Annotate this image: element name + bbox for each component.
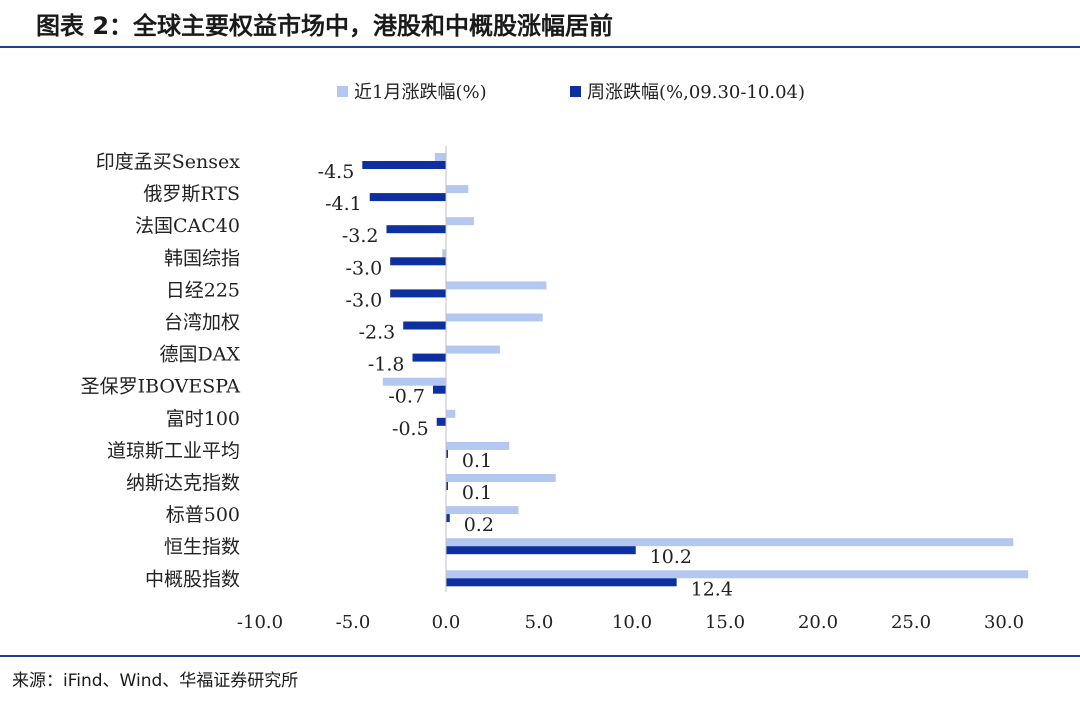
bar-weekly-2 <box>386 225 446 234</box>
category-label-3: 韩国综指 <box>164 247 240 269</box>
bar-monthly-12 <box>446 538 1014 547</box>
x-tick-6: 20.0 <box>798 612 838 633</box>
category-label-4: 日经225 <box>166 279 240 301</box>
bar-weekly-10 <box>446 482 448 490</box>
x-tick-1: -5.0 <box>336 612 371 633</box>
bar-weekly-0 <box>362 161 446 169</box>
x-tick-3: 5.0 <box>525 612 554 633</box>
data-label-3: -3.0 <box>346 257 383 279</box>
category-label-12: 恒生指数 <box>164 536 240 558</box>
category-label-6: 德国DAX <box>160 344 241 366</box>
bar-monthly-0 <box>434 153 446 161</box>
data-label-9: 0.1 <box>462 450 492 472</box>
page-title: 图表 2：全球主要权益市场中，港股和中概股涨幅居前 <box>36 12 614 40</box>
data-label-7: -0.7 <box>388 386 425 408</box>
source-divider <box>0 655 1080 657</box>
legend-swatch-weekly <box>570 86 581 97</box>
legend-swatch-monthly <box>337 86 348 97</box>
category-label-7: 圣保罗IBOVESPA <box>81 376 241 398</box>
x-tick-0: -10.0 <box>237 612 283 633</box>
bar-monthly-3 <box>442 249 446 258</box>
category-label-8: 富时100 <box>166 408 240 430</box>
data-label-2: -3.2 <box>342 225 379 247</box>
bar-monthly-6 <box>446 345 500 354</box>
bar-weekly-4 <box>390 289 446 298</box>
series-monthly <box>382 153 1029 579</box>
data-label-13: 12.4 <box>691 578 733 600</box>
bar-weekly-7 <box>432 385 446 394</box>
bar-monthly-8 <box>446 409 456 418</box>
data-label-5: -2.3 <box>359 322 396 344</box>
bar-weekly-9 <box>446 449 448 458</box>
bar-monthly-9 <box>446 441 510 450</box>
bar-weekly-12 <box>446 546 636 555</box>
category-label-9: 道琼斯工业平均 <box>107 440 240 462</box>
bar-weekly-6 <box>412 353 446 362</box>
bar-chart: 近1月涨跌幅(%) 周涨跌幅(%,09.30-10.04) 印度孟买Sensex 俄… <box>81 82 1029 633</box>
x-tick-4: 10.0 <box>612 612 652 633</box>
category-label-11: 标普500 <box>166 504 240 526</box>
bar-monthly-5 <box>446 313 543 322</box>
bar-weekly-11 <box>446 514 450 523</box>
category-label-13: 中概股指数 <box>145 568 240 590</box>
data-label-4: -3.0 <box>346 289 383 311</box>
bar-monthly-4 <box>446 281 547 290</box>
title-divider <box>0 46 1080 48</box>
data-label-11: 0.2 <box>464 514 494 536</box>
bar-monthly-11 <box>446 506 519 515</box>
category-label-1: 俄罗斯RTS <box>143 183 240 205</box>
x-tick-2: 0.0 <box>432 612 461 633</box>
data-label-12: 10.2 <box>650 546 692 568</box>
bar-monthly-13 <box>446 570 1029 579</box>
category-label-5: 台湾加权 <box>164 312 240 334</box>
source-note: 来源：iFind、Wind、华福证券研究所 <box>12 671 299 691</box>
data-labels: -4.5 -4.1 -3.2 -3.0 -3.0 -2.3 -1.8 -0.7 -0.5 0.1 0… <box>318 161 733 600</box>
x-tick-7: 25.0 <box>891 612 931 633</box>
chart-legend: 近1月涨跌幅(%) 周涨跌幅(%,09.30-10.04) <box>337 82 805 103</box>
bar-monthly-7 <box>382 377 446 386</box>
bar-weekly-8 <box>436 417 446 426</box>
category-label-2: 法国CAC40 <box>135 215 240 237</box>
data-label-8: -0.5 <box>392 418 429 440</box>
bar-weekly-3 <box>390 257 446 266</box>
series-weekly <box>362 161 677 587</box>
legend-label-monthly: 近1月涨跌幅(%) <box>354 82 487 103</box>
category-label-0: 印度孟买Sensex <box>96 151 240 173</box>
data-label-6: -1.8 <box>368 354 405 376</box>
x-tick-8: 30.0 <box>984 612 1024 633</box>
bar-weekly-13 <box>446 578 677 587</box>
bar-monthly-10 <box>446 474 556 482</box>
bar-monthly-1 <box>446 185 469 194</box>
bar-monthly-2 <box>446 217 474 226</box>
legend-label-weekly: 周涨跌幅(%,09.30-10.04) <box>587 82 805 103</box>
x-tick-5: 15.0 <box>705 612 745 633</box>
x-axis-ticks: -10.0 -5.0 0.0 5.0 10.0 15.0 20.0 25.0 30.0 <box>237 612 1024 633</box>
bar-weekly-5 <box>403 321 446 330</box>
data-label-1: -4.1 <box>325 193 362 215</box>
category-label-10: 纳斯达克指数 <box>126 472 240 494</box>
bar-weekly-1 <box>369 193 446 202</box>
data-label-10: 0.1 <box>462 482 492 504</box>
data-label-0: -4.5 <box>318 161 355 183</box>
